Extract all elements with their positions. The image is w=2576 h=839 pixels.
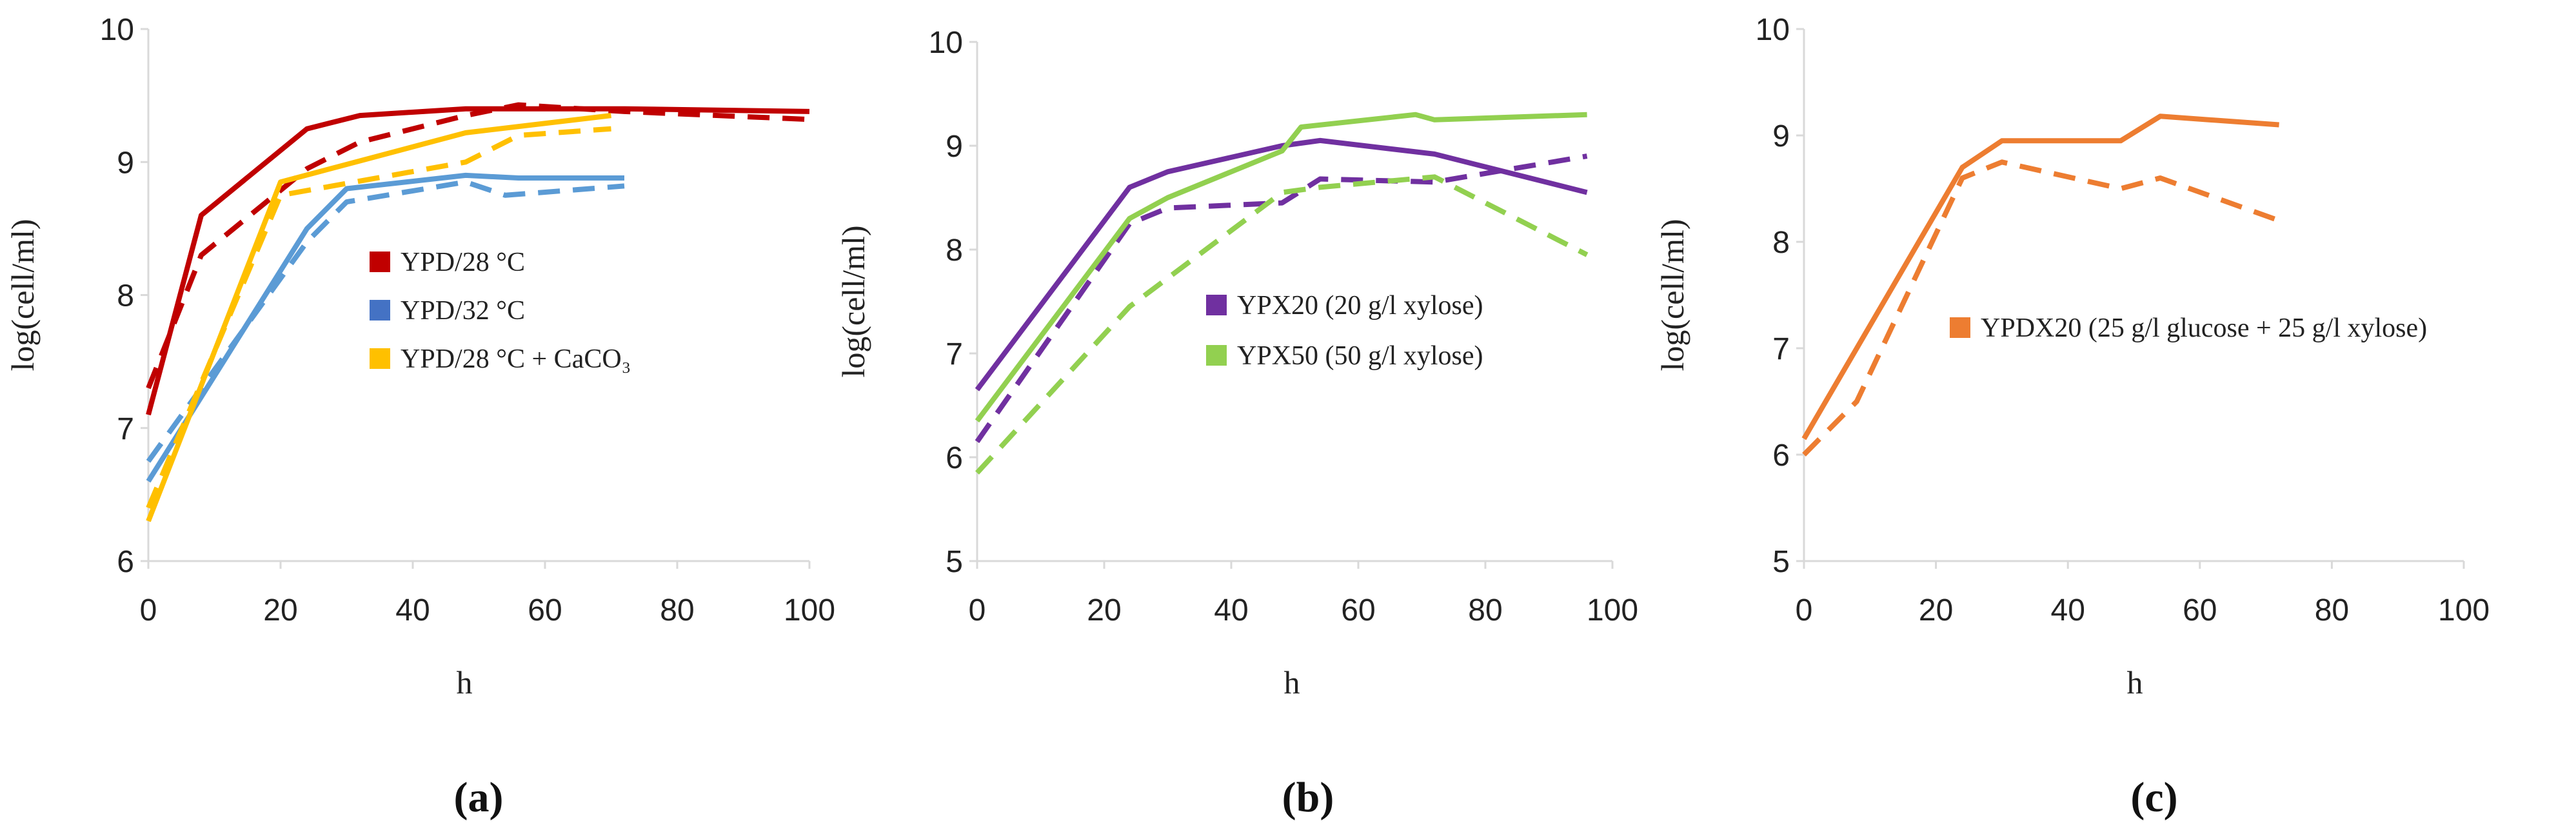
x-tick-label: 0 <box>1796 593 1813 627</box>
y-tick-label: 10 <box>1756 13 1790 47</box>
legend-swatch <box>370 252 390 272</box>
legend-swatch <box>370 348 390 369</box>
x-tick-label: 80 <box>2315 593 2349 627</box>
y-tick-label: 8 <box>117 279 134 313</box>
y-tick-label: 6 <box>117 545 134 579</box>
x-tick-label: 20 <box>1919 593 1953 627</box>
series-line-dashed-2 <box>146 102 810 390</box>
x-tick-label: 40 <box>2051 593 2085 627</box>
series-line-solid-1 <box>146 106 810 416</box>
x-tick-label: 60 <box>1341 593 1375 627</box>
chart-panel-2: 0 20 40 60 80 100 5 6 7 8 9 10 h log(cell/ml) YPX20 (2… <box>835 26 1638 821</box>
x-tick-label: 100 <box>784 593 835 627</box>
y-axis-title: log(cell/ml) <box>5 219 41 371</box>
legend-label: YPX50 (50 g/l xylose) <box>1237 341 1483 371</box>
y-tick-label: 6 <box>1772 439 1790 473</box>
legend-label: YPD/28 °C <box>401 248 525 277</box>
panel-label: (b) <box>1282 774 1334 821</box>
y-tick-label: 8 <box>946 233 963 268</box>
x-tick-label: 0 <box>140 593 157 627</box>
x-tick-label: 40 <box>395 593 430 627</box>
legend-label: YPD/28 °C + CaCO₃ <box>401 344 631 374</box>
series-line-dashed-2 <box>1802 159 2280 457</box>
y-tick-label: 5 <box>1772 545 1790 579</box>
series-line-dashed-4 <box>975 174 1589 475</box>
y-axis-title: log(cell/ml) <box>1654 219 1690 371</box>
x-tick-label: 80 <box>660 593 694 627</box>
series-line-solid-5 <box>146 113 611 522</box>
series-line-solid-3 <box>146 172 624 483</box>
panel-label: (c) <box>2130 774 2177 821</box>
y-tick-label: 10 <box>929 26 963 60</box>
y-tick-label: 9 <box>1772 119 1790 153</box>
x-tick-label: 40 <box>1214 593 1248 627</box>
y-tick-label: 5 <box>946 545 963 579</box>
series-line-dashed-4 <box>146 179 625 463</box>
series-line-solid-1 <box>1801 114 2279 440</box>
x-tick-label: 100 <box>2438 593 2490 627</box>
x-tick-label: 100 <box>1587 593 1638 627</box>
chart-panel-1: 0 20 40 60 80 100 6 7 8 9 10 h log(cell/ml) YPD/28 °C… <box>5 13 835 821</box>
x-tick-label: 60 <box>528 593 562 627</box>
y-tick-label: 6 <box>946 441 963 475</box>
legend-swatch <box>1206 345 1227 366</box>
x-axis-title: h <box>1284 664 1300 700</box>
x-axis-title: h <box>457 664 473 700</box>
legend-swatch <box>370 300 390 321</box>
legend-label: YPX20 (20 g/l xylose) <box>1237 291 1483 321</box>
y-axis-title: log(cell/ml) <box>835 225 871 377</box>
y-tick-label: 10 <box>100 13 134 47</box>
y-tick-label: 9 <box>117 146 134 180</box>
x-tick-label: 80 <box>1468 593 1502 627</box>
legend-swatch <box>1206 295 1227 315</box>
legend-swatch <box>1950 317 1970 338</box>
x-tick-label: 20 <box>263 593 297 627</box>
series-line-solid-1 <box>975 137 1588 391</box>
x-tick-label: 60 <box>2183 593 2217 627</box>
legend-label: YPD/32 °C <box>401 296 525 326</box>
x-tick-label: 20 <box>1087 593 1121 627</box>
chart-panel-3: 0 20 40 60 80 100 5 6 7 8 9 10 h log(cell/ml) YPDX20 (… <box>1654 13 2490 821</box>
panel-label: (a) <box>454 774 504 821</box>
series-line-dashed-2 <box>975 153 1588 444</box>
y-tick-label: 7 <box>946 337 963 371</box>
legend-label: YPDX20 (25 g/l glucose + 25 g/l xylose) <box>1981 313 2427 343</box>
y-tick-label: 7 <box>1772 332 1790 366</box>
x-tick-label: 0 <box>969 593 986 627</box>
y-tick-label: 7 <box>117 412 134 446</box>
y-tick-label: 8 <box>1772 226 1790 260</box>
y-tick-label: 9 <box>946 130 963 164</box>
series-line-solid-3 <box>975 112 1587 423</box>
x-axis-title: h <box>2127 664 2143 700</box>
series-line-dashed-6 <box>146 126 611 509</box>
